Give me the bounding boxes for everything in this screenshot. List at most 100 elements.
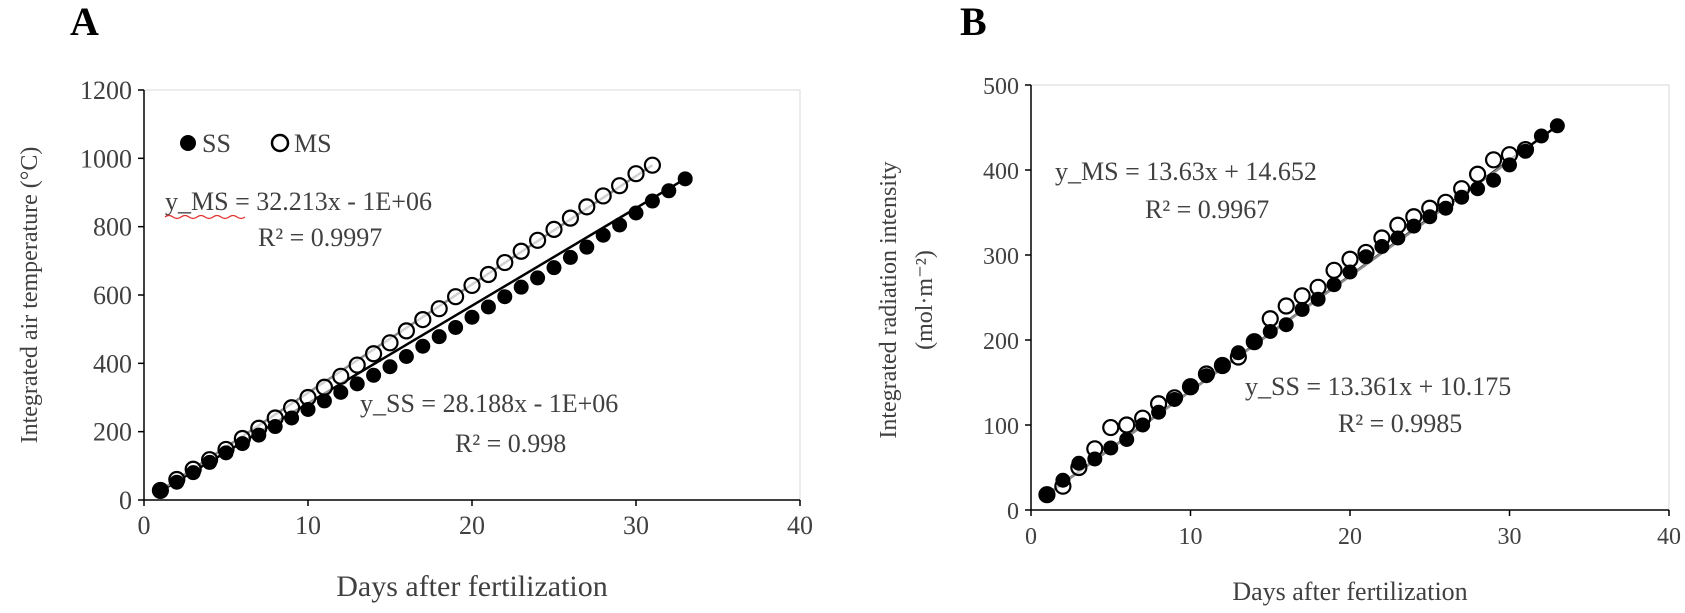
data-point-ss (1326, 277, 1342, 293)
data-point-ss (234, 436, 250, 452)
data-point-ms (348, 356, 366, 374)
x-tick-label: 10 (295, 511, 321, 540)
y-tick-label: 200 (983, 329, 1019, 355)
data-point-ss (1183, 379, 1198, 395)
r2-ms-b: R² = 0.9967 (1145, 195, 1269, 224)
data-point-ss (1533, 128, 1549, 144)
data-point-ss (677, 171, 693, 187)
data-point-ss (661, 183, 677, 199)
y-tick-label: 400 (983, 159, 1019, 185)
y-axis-label-a: Integrated air temperature (°C) (17, 147, 43, 444)
data-point-ss (644, 193, 660, 209)
chart-panel-b: B 0 100 200 300 400 500 0 10 20 30 40 Integrated … (876, 0, 1681, 606)
equation-ss-a: y_SS = 28.188x - 1E+06 (360, 389, 618, 418)
data-point-ss (497, 289, 513, 305)
data-point-ms (545, 220, 563, 238)
data-point-ss (1198, 368, 1214, 384)
x-axis-label-b: Days after fertilization (1232, 577, 1467, 606)
data-point-ss (398, 349, 414, 364)
x-axis-label-a: Days after fertilization (336, 570, 608, 603)
data-point-ss (1438, 200, 1454, 216)
data-point-ms (479, 265, 497, 284)
data-point-ss (480, 299, 496, 315)
data-point-ms (643, 156, 662, 174)
data-point-ss (366, 367, 382, 383)
spellcheck-underline (164, 214, 246, 220)
x-tick-label: 40 (787, 511, 813, 540)
x-tick-label: 20 (1338, 524, 1362, 550)
data-point-ms (463, 276, 481, 295)
data-point-ss (612, 217, 628, 233)
data-point-ss (1103, 440, 1119, 456)
legend-label-ss: SS (202, 129, 231, 158)
data-point-ss (152, 483, 168, 499)
data-point-ss (1151, 404, 1167, 420)
y-tick-label: 0 (119, 486, 132, 515)
y-tick-label: 500 (983, 74, 1019, 100)
y-tick-label: 0 (1007, 499, 1019, 525)
data-point-ms (365, 345, 383, 363)
equation-ss-b: y_SS = 13.361x + 10.175 (1245, 372, 1511, 401)
data-point-ss (349, 376, 365, 392)
y-tick-label: 400 (93, 349, 132, 378)
data-point-ss (1502, 157, 1517, 173)
legend-marker-ss (180, 135, 196, 151)
x-tick-label: 0 (138, 511, 151, 540)
y-tick-label: 600 (93, 281, 132, 310)
data-point-ss (300, 401, 316, 417)
data-point-ms (578, 198, 596, 216)
data-point-ss (530, 270, 546, 286)
y-axis-ticks-a: 0 200 400 600 800 1000 1200 (80, 76, 144, 515)
data-point-ms (1468, 165, 1487, 183)
data-point-ss (1517, 143, 1533, 159)
data-point-ss (185, 465, 201, 481)
y-axis-unit-b: (mol·m⁻²) (912, 250, 938, 350)
data-point-ms (561, 209, 580, 227)
data-point-ss (1055, 472, 1071, 488)
data-point-ss (1310, 291, 1326, 307)
data-point-ss (333, 384, 349, 400)
data-point-ss (513, 279, 529, 295)
x-tick-label: 20 (459, 511, 485, 540)
y-tick-label: 1000 (80, 144, 132, 173)
r2-ss-a: R² = 0.998 (455, 429, 566, 458)
data-points-a (151, 156, 693, 500)
x-axis-ticks-b: 0 10 20 30 40 (1025, 510, 1681, 550)
panel-label-b: B (960, 0, 987, 44)
data-point-ss (382, 359, 398, 375)
data-point-ss (1342, 264, 1358, 280)
data-point-ss (169, 474, 185, 490)
data-point-ss (1167, 392, 1183, 407)
data-point-ms (496, 253, 514, 272)
y-tick-label: 100 (983, 414, 1019, 440)
data-point-ss (267, 419, 283, 435)
data-point-ss (1246, 335, 1262, 351)
data-point-ss (1278, 317, 1294, 333)
data-point-ss (218, 445, 234, 461)
x-tick-label: 40 (1657, 524, 1681, 550)
data-point-ms (1325, 261, 1343, 279)
data-point-ms (397, 322, 415, 340)
data-point-ms (414, 311, 432, 329)
data-point-ss (1374, 239, 1390, 254)
data-point-ms (1277, 297, 1295, 315)
data-point-ss (1262, 324, 1278, 339)
x-tick-label: 0 (1025, 524, 1037, 550)
data-point-ss (1549, 118, 1565, 134)
data-point-ss (464, 309, 480, 325)
equation-ms-a: y_MS = 32.213x - 1E+06 (165, 187, 432, 216)
data-point-ss (562, 249, 578, 265)
data-point-ss (1470, 181, 1486, 197)
equation-ms-b: y_MS = 13.63x + 14.652 (1055, 157, 1317, 186)
data-point-ss (316, 393, 332, 409)
legend-a: SS MS (180, 129, 332, 158)
data-point-ss (1119, 431, 1135, 447)
data-point-ss (1454, 189, 1470, 205)
data-point-ms (610, 177, 629, 195)
data-point-ss (1294, 301, 1310, 317)
data-point-ss (415, 338, 431, 354)
data-point-ms (1102, 418, 1120, 437)
data-point-ss (1390, 230, 1406, 246)
y-tick-label: 300 (983, 244, 1019, 270)
